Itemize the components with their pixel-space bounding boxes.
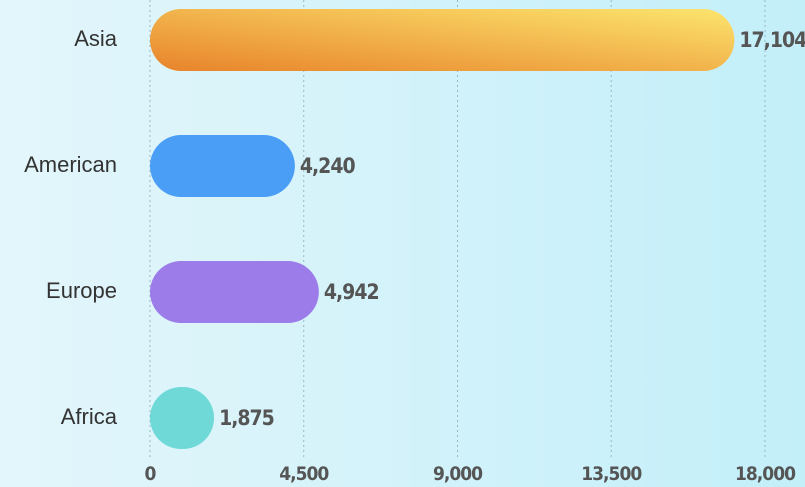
x-tick-label: 9,000	[433, 463, 483, 485]
category-label: American	[24, 152, 117, 177]
category-label: Europe	[46, 278, 117, 303]
value-label: 4,240	[300, 154, 356, 178]
x-tick-label: 13,500	[581, 463, 642, 485]
x-tick-label: 0	[145, 463, 157, 485]
bar	[150, 9, 735, 71]
bar	[150, 387, 215, 449]
category-label: Asia	[74, 26, 118, 51]
value-label: 1,875	[219, 406, 274, 430]
x-tick-label: 4,500	[279, 463, 329, 485]
bar	[150, 261, 319, 323]
bar	[150, 135, 295, 197]
value-label: 17,104	[739, 28, 805, 52]
value-label: 4,942	[324, 280, 379, 304]
x-tick-label: 18,000	[735, 463, 796, 485]
category-label: Africa	[61, 404, 118, 429]
